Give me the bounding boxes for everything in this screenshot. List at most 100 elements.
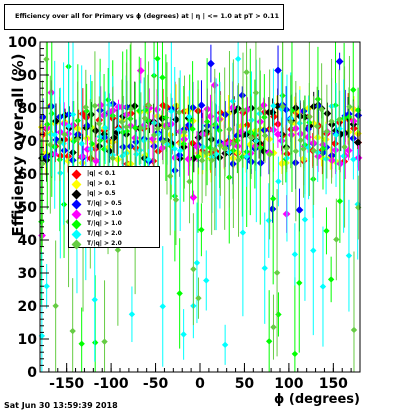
data-point <box>168 108 175 115</box>
data-point <box>105 96 112 104</box>
data-point <box>180 140 187 148</box>
legend-entry: T/|q| > 1.0 <box>69 209 159 220</box>
legend-entry: |q| < 0.1 <box>69 169 159 180</box>
data-point <box>252 89 260 96</box>
legend-marker <box>71 199 82 210</box>
data-point <box>78 140 85 147</box>
data-point <box>87 110 96 119</box>
data-point <box>175 109 183 116</box>
data-point <box>234 55 242 63</box>
data-point <box>186 178 193 185</box>
data-point <box>132 124 139 132</box>
data-point <box>109 155 116 162</box>
data-point <box>202 149 210 156</box>
data-point <box>239 229 247 236</box>
data-point <box>323 109 332 118</box>
legend-entry: |q| > 0.5 <box>69 189 159 200</box>
y-tick-label: 20 <box>18 299 38 315</box>
y-tick-label: 50 <box>18 200 38 216</box>
legend-label: T/|q| > 0.5 <box>87 200 122 207</box>
x-axis-label: ϕ (degrees) <box>274 392 360 407</box>
data-point <box>92 157 100 165</box>
data-point <box>145 156 152 163</box>
legend-entry: T/|q| > 2.0 <box>69 229 159 240</box>
data-point <box>150 131 158 139</box>
data-point <box>221 145 228 152</box>
data-point <box>171 145 178 153</box>
x-tick-label: 150 <box>319 376 348 392</box>
y-tick-label: 40 <box>18 233 38 249</box>
x-tick-label: 100 <box>274 376 303 392</box>
data-point <box>105 101 113 109</box>
data-point <box>123 123 130 131</box>
data-point <box>239 106 247 114</box>
x-tick-label: 0 <box>195 376 205 392</box>
data-point <box>247 134 255 141</box>
x-tick-label: 50 <box>235 376 255 392</box>
data-point <box>114 246 122 254</box>
legend-entry: T/|q| > 2.0 <box>69 239 159 250</box>
data-point <box>96 120 103 127</box>
data-point <box>91 126 100 135</box>
data-point <box>238 91 247 100</box>
data-point <box>167 172 174 180</box>
data-point <box>230 140 237 147</box>
data-point <box>69 111 77 118</box>
data-point <box>198 226 205 233</box>
data-point <box>47 131 55 138</box>
y-tick-label: 100 <box>8 35 37 51</box>
data-point <box>110 133 118 142</box>
data-point <box>259 101 268 110</box>
data-point <box>194 153 202 160</box>
y-axis-label: Efficiency over all (%) <box>9 53 27 237</box>
y-tick-label: 10 <box>18 332 38 348</box>
legend-marker <box>71 189 82 200</box>
data-point <box>243 121 252 129</box>
y-tick-label: 90 <box>18 68 38 84</box>
legend-marker <box>71 239 82 250</box>
legend-marker <box>71 219 82 230</box>
x-tick-label: -100 <box>94 376 129 392</box>
legend-marker <box>71 209 82 220</box>
data-point <box>47 141 54 148</box>
data-point <box>82 104 90 111</box>
title-box: Efficiency over all for Primary vs ϕ (de… <box>4 4 284 30</box>
data-point <box>115 125 122 133</box>
data-point <box>211 146 218 153</box>
data-point <box>154 125 161 132</box>
y-tick-label: 30 <box>18 266 38 282</box>
y-tick-label: 70 <box>18 134 38 150</box>
legend-label: |q| > 0.1 <box>87 180 116 187</box>
data-point <box>268 108 277 117</box>
legend-label: |q| > 0.5 <box>87 190 116 197</box>
data-point <box>137 124 145 132</box>
data-point <box>336 125 343 132</box>
data-point <box>153 105 161 114</box>
data-point <box>177 147 184 154</box>
data-point <box>57 169 64 177</box>
data-point <box>198 157 206 164</box>
data-point <box>145 102 152 109</box>
legend: |q| < 0.1 |q| > 0.1 |q| > 0.5 T/|q| > 0.5 T/… <box>68 166 160 250</box>
timestamp-footer: Sat Jun 30 13:59:39 2018 <box>4 401 118 410</box>
data-point <box>65 122 72 130</box>
data-point <box>226 126 233 133</box>
legend-entry: |q| > 0.1 <box>69 179 159 190</box>
data-point <box>39 113 47 122</box>
data-point <box>83 121 92 130</box>
data-point <box>199 143 207 151</box>
legend-label: T/|q| > 2.0 <box>87 230 122 237</box>
y-tick-label: 0 <box>27 365 37 381</box>
x-tick-label: -50 <box>143 376 169 392</box>
data-point <box>221 110 230 119</box>
data-point <box>52 117 60 125</box>
data-point <box>74 136 81 143</box>
data-point <box>163 125 171 132</box>
data-point <box>127 115 134 122</box>
data-point <box>181 128 188 136</box>
data-point <box>229 98 237 105</box>
data-point <box>56 139 63 146</box>
legend-label: T/|q| > 1.0 <box>87 210 122 217</box>
data-point <box>197 101 206 110</box>
data-point <box>172 196 180 203</box>
